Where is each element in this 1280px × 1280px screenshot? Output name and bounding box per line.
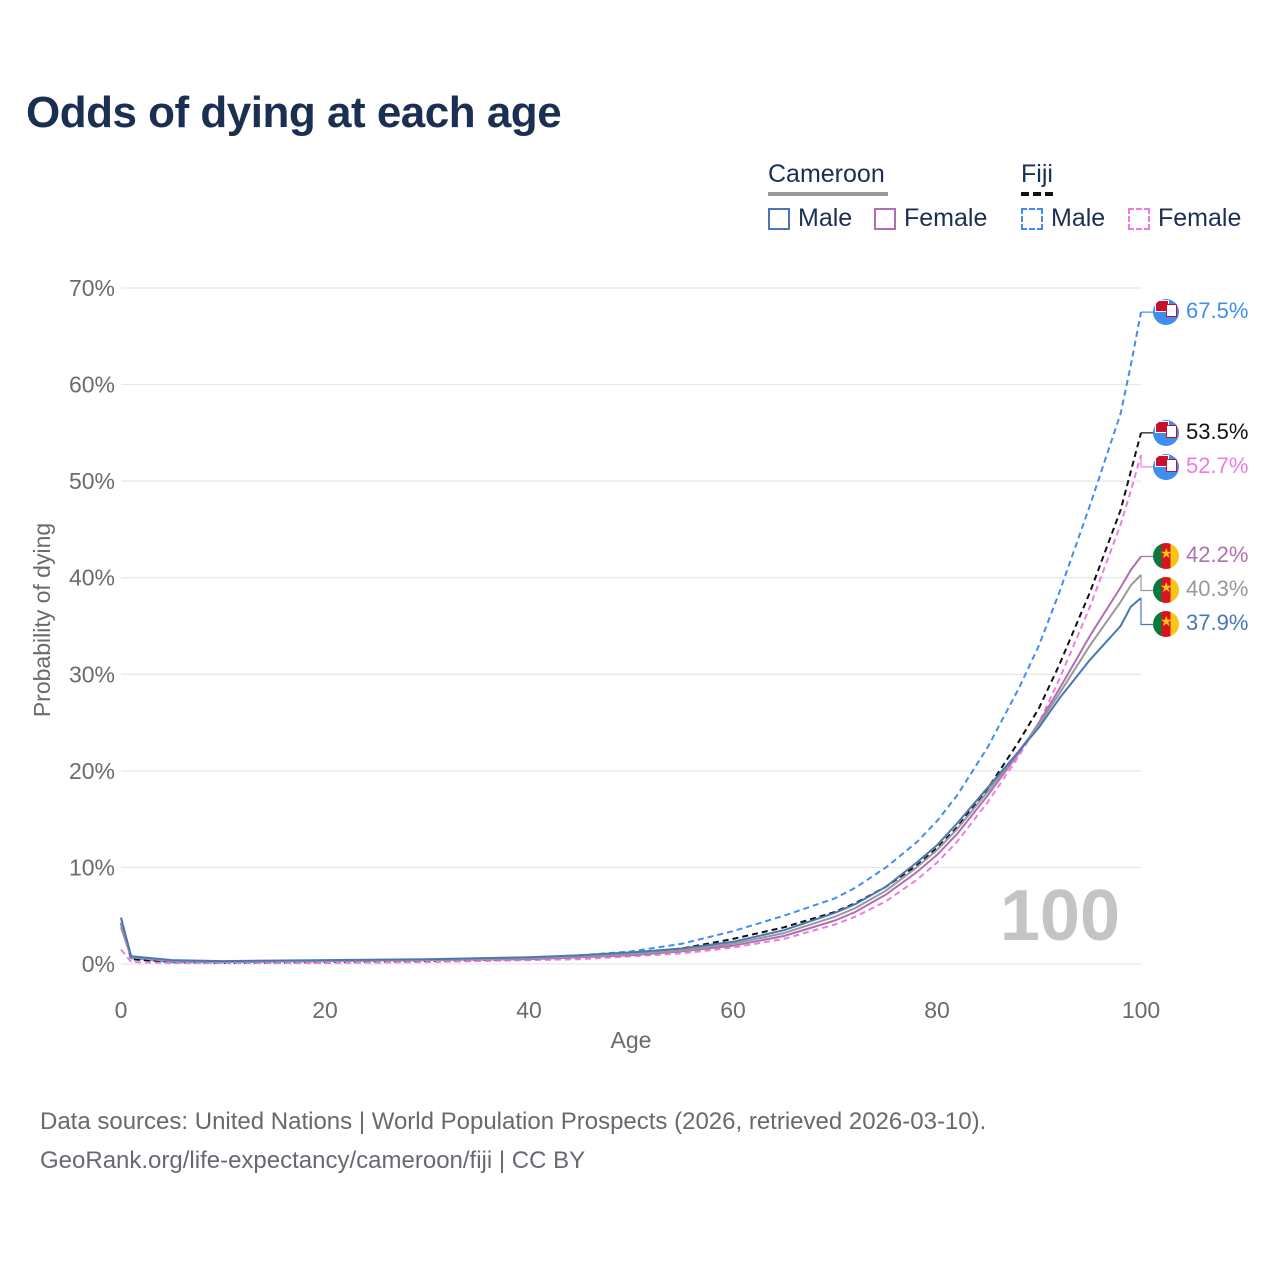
series-lines [120, 311, 1142, 964]
legend-group-cameroon[interactable]: Cameroon [768, 160, 885, 188]
fiji-flag-icon [1153, 453, 1179, 480]
y-tick-label: 50% [69, 468, 115, 494]
y-tick-label: 10% [69, 854, 115, 880]
leader-line [1140, 455, 1153, 468]
shield-icon [1166, 424, 1177, 438]
legend-item-fiji-female[interactable]: Female [1128, 204, 1241, 233]
cameroon-flag-icon: ★ [1153, 611, 1179, 638]
star-icon: ★ [1160, 545, 1173, 562]
end-label-fiji-male: 67.5% [1186, 298, 1249, 324]
x-tick-label: 0 [115, 997, 128, 1023]
y-tick-label: 20% [69, 758, 115, 784]
footer-link[interactable]: GeoRank.org/life-expectancy/cameroon/fij… [40, 1147, 586, 1174]
x-axis-label: Age [611, 1027, 652, 1053]
end-label-fiji-both: 53.5% [1186, 418, 1249, 444]
cameroon-flag-icon: ★ [1153, 577, 1179, 604]
y-tick-label: 30% [69, 661, 115, 687]
star-icon: ★ [1160, 579, 1173, 596]
x-tick-label: 20 [312, 997, 338, 1023]
legend-item-cameroon-female[interactable]: Female [874, 204, 987, 233]
end-label-cameroon-female: 42.2% [1186, 542, 1249, 568]
legend-label-fiji-female: Female [1158, 204, 1242, 232]
y-axis-label: Probability of dying [29, 523, 55, 717]
x-tick-label: 80 [924, 997, 950, 1023]
legend-swatch-cameroon-male [768, 207, 790, 230]
series-line-fiji-female[interactable] [120, 454, 1142, 964]
legend-item-cameroon-male[interactable]: Male [768, 204, 852, 233]
series-line-cameroon-male[interactable] [120, 597, 1142, 963]
leader-line [1140, 597, 1153, 626]
series-line-fiji-male[interactable] [120, 311, 1142, 964]
end-label-leaders [1140, 311, 1153, 626]
legend-label-cameroon-female: Female [904, 204, 988, 232]
leader-line [1140, 574, 1153, 592]
legend-label-fiji-male: Male [1051, 204, 1106, 232]
legend-swatch-fiji-female [1128, 207, 1150, 230]
legend-swatch-cameroon-female [874, 207, 896, 230]
legend-item-fiji-male[interactable]: Male [1021, 204, 1105, 233]
x-tick-label: 40 [516, 997, 542, 1023]
star-icon: ★ [1160, 613, 1173, 630]
footer-sources: Data sources: United Nations | World Pop… [40, 1108, 987, 1135]
series-line-fiji-both[interactable] [120, 432, 1142, 964]
x-tick-label: 100 [1122, 997, 1160, 1023]
grid [121, 287, 1141, 965]
cameroon-flag-icon: ★ [1153, 543, 1179, 570]
fiji-flag-icon [1153, 299, 1179, 326]
shield-icon [1166, 458, 1177, 472]
legend-underline-cameroon [768, 192, 888, 196]
end-label-cameroon-both: 40.3% [1186, 576, 1249, 602]
legend-group-fiji[interactable]: Fiji [1021, 160, 1053, 188]
fiji-flag-icon [1153, 419, 1179, 446]
y-tick-label: 70% [69, 275, 115, 301]
series-line-cameroon-female[interactable] [120, 555, 1142, 964]
chart-title: Odds of dying at each age [26, 88, 562, 137]
legend-underline-fiji [1021, 192, 1055, 196]
legend-label-cameroon-male: Male [798, 204, 853, 232]
series-line-cameroon-both[interactable] [120, 574, 1142, 964]
legend-swatch-fiji-male [1021, 207, 1043, 230]
end-label-cameroon-male: 37.9% [1186, 610, 1249, 636]
end-label-fiji-female: 52.7% [1186, 452, 1249, 478]
watermark-age: 100 [1000, 876, 1120, 956]
y-tick-label: 60% [69, 372, 115, 398]
x-tick-label: 60 [720, 997, 746, 1023]
y-tick-label: 40% [69, 565, 115, 591]
shield-icon [1166, 304, 1177, 318]
axes: 0% 10% 20% 30% 40% 50% 60% 70% 0 20 40 60 80 100 Age Pr… [29, 275, 1160, 1053]
y-tick-label: 0% [82, 951, 115, 977]
